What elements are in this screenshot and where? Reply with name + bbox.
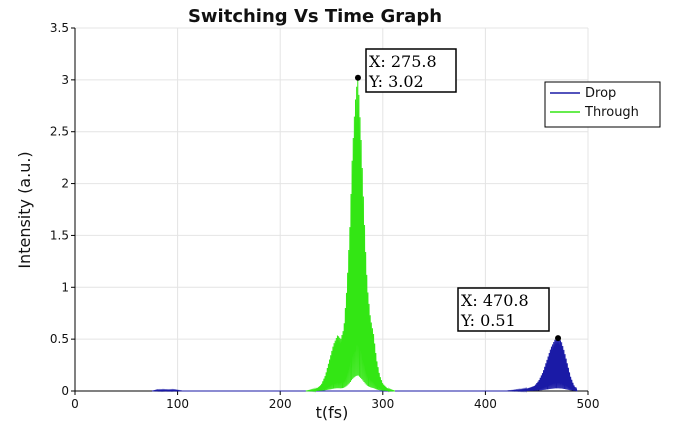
y-axis-label: Intensity (a.u.)	[15, 151, 34, 268]
x-axis-label: t(fs)	[316, 403, 349, 422]
series-drop	[151, 335, 578, 393]
annotation-y-label: Y: 0.51	[460, 311, 516, 330]
legend-label-drop: Drop	[585, 86, 616, 101]
x-tick-label: 300	[371, 397, 394, 411]
y-tick-label: 2.5	[50, 125, 69, 139]
y-tick-label: 2	[61, 177, 69, 191]
x-tick-label: 500	[577, 397, 600, 411]
legend: Drop Through	[544, 81, 661, 128]
annotation-box	[365, 48, 457, 93]
legend-label-through: Through	[584, 105, 639, 120]
series-layer	[151, 74, 578, 393]
peak-annotation-through: X: 275.8 Y: 3.02	[365, 48, 457, 93]
y-tick-label: 1.5	[50, 228, 69, 242]
y-tick-label: 1	[61, 280, 69, 294]
peak-annotation-drop: X: 470.8 Y: 0.51	[457, 287, 550, 332]
annotation-x-label: X: 470.8	[461, 291, 529, 310]
y-tick-label: 3	[61, 73, 69, 87]
peak-marker	[354, 74, 361, 81]
annotation-x-label: X: 275.8	[369, 52, 437, 71]
series-line	[305, 79, 396, 393]
x-ticks: 0 100 200 300 400 500	[71, 391, 599, 411]
x-tick-label: 400	[474, 397, 497, 411]
peak-marker	[555, 335, 562, 342]
y-tick-label: 3.5	[50, 21, 69, 35]
x-tick-label: 0	[71, 397, 79, 411]
x-tick-label: 200	[269, 397, 292, 411]
y-ticks: 0 0.5 1 1.5 2 2.5 3 3.5	[50, 21, 75, 398]
annotation-y-label: Y: 3.02	[368, 72, 424, 91]
series-line	[151, 338, 578, 393]
legend-box	[544, 81, 661, 128]
annotation-box	[457, 287, 550, 332]
y-tick-label: 0.5	[50, 332, 69, 346]
grid	[75, 27, 589, 391]
chart-title: Switching Vs Time Graph	[188, 6, 442, 27]
series-through	[305, 74, 396, 393]
x-tick-label: 100	[166, 397, 189, 411]
y-tick-label: 0	[61, 384, 69, 398]
